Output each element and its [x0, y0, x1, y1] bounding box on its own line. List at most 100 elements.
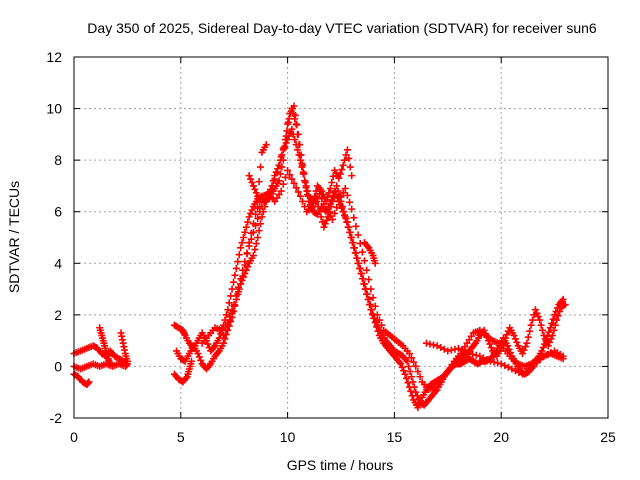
series-track-d — [96, 324, 114, 368]
data-point — [401, 370, 409, 378]
data-point — [269, 182, 277, 190]
data-point — [277, 153, 285, 161]
data-point — [232, 264, 240, 272]
data-point — [328, 178, 336, 186]
data-point — [222, 311, 230, 319]
data-point — [323, 193, 331, 201]
data-point — [371, 319, 379, 327]
data-point — [356, 240, 364, 248]
data-point — [405, 362, 413, 370]
data-point — [526, 327, 534, 335]
data-point — [245, 213, 253, 221]
y-tick-label: 0 — [54, 358, 62, 374]
data-point — [294, 146, 302, 154]
data-point — [334, 187, 342, 195]
data-point — [494, 359, 502, 367]
data-point — [309, 203, 317, 211]
data-point — [281, 136, 289, 144]
data-point — [465, 350, 473, 358]
data-point — [255, 227, 263, 235]
data-point — [321, 220, 329, 228]
data-point — [479, 354, 487, 362]
data-point — [221, 335, 229, 343]
data-point — [554, 312, 562, 320]
data-point — [328, 197, 336, 205]
data-point — [552, 307, 560, 315]
data-point — [444, 347, 452, 355]
data-point — [407, 387, 415, 395]
data-point — [339, 189, 347, 197]
data-point — [333, 203, 341, 211]
data-point — [226, 316, 234, 324]
y-tick-label: 4 — [54, 255, 62, 271]
data-point — [340, 208, 348, 216]
data-point — [341, 185, 349, 193]
data-point — [326, 185, 334, 193]
data-point — [546, 338, 554, 346]
data-point — [296, 141, 304, 149]
data-point — [542, 337, 550, 345]
data-point — [254, 204, 262, 212]
data-point — [284, 166, 292, 174]
data-point — [501, 362, 509, 370]
data-point — [529, 316, 537, 324]
data-point — [533, 359, 541, 367]
data-point — [526, 365, 534, 373]
data-point — [248, 206, 256, 214]
data-point — [281, 173, 289, 181]
data-point — [400, 367, 408, 375]
data-point — [319, 191, 327, 199]
data-point — [519, 350, 527, 358]
data-point — [536, 356, 544, 364]
data-point — [543, 350, 551, 358]
data-point — [347, 234, 355, 241]
y-tick-label: 10 — [46, 101, 62, 117]
data-point — [546, 324, 554, 332]
data-point — [323, 216, 331, 224]
data-point — [231, 271, 239, 279]
data-point — [224, 306, 232, 314]
data-point — [537, 321, 545, 329]
data-point — [304, 192, 312, 200]
data-point — [553, 316, 561, 324]
data-point — [257, 163, 265, 171]
data-point — [416, 373, 424, 381]
data-point — [327, 203, 335, 211]
data-point — [398, 363, 406, 371]
data-point — [538, 326, 546, 334]
data-point — [316, 208, 324, 216]
data-point — [352, 222, 360, 230]
data-point — [504, 363, 512, 371]
x-tick-labels: 0 5 10 15 20 25 — [70, 429, 616, 445]
data-point — [251, 185, 259, 193]
data-point — [251, 246, 259, 254]
data-point — [358, 275, 366, 283]
data-point — [106, 360, 114, 368]
data-point — [360, 257, 368, 265]
data-point — [229, 278, 237, 286]
data-point — [228, 309, 236, 317]
data-point — [409, 378, 417, 386]
data-point — [230, 302, 238, 310]
data-point — [414, 368, 422, 376]
data-point — [547, 335, 555, 343]
data-point — [533, 309, 541, 317]
data-point — [365, 276, 373, 284]
x-tick-label: 25 — [600, 429, 616, 445]
y-tick-label: 2 — [54, 307, 62, 323]
data-point — [524, 333, 532, 341]
y-tick-label: 8 — [54, 152, 62, 168]
x-tick-label: 0 — [70, 429, 78, 445]
data-point — [299, 197, 307, 205]
data-point — [258, 203, 266, 211]
x-tick-label: 20 — [493, 429, 509, 445]
data-point — [367, 306, 375, 314]
data-point — [300, 170, 308, 178]
data-point — [290, 102, 298, 110]
data-point — [370, 314, 378, 322]
data-point — [301, 203, 309, 211]
series-track-c — [70, 360, 131, 373]
data-point — [225, 299, 233, 307]
data-point — [561, 301, 569, 309]
data-point — [239, 266, 247, 274]
